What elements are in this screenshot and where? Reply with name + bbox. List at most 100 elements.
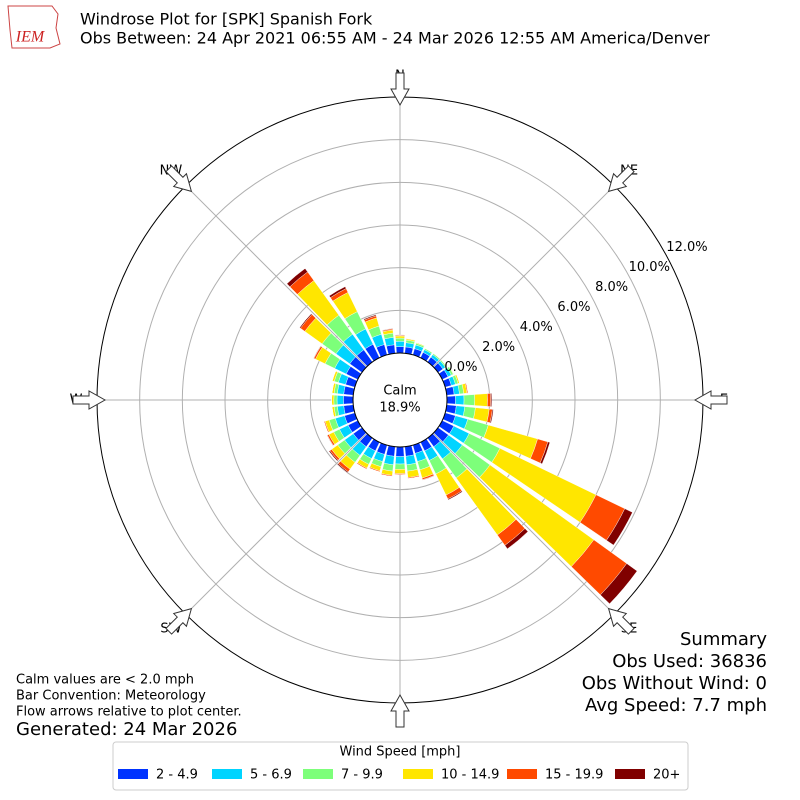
note-line: Calm values are < 2.0 mph	[16, 673, 194, 688]
legend-swatch	[212, 769, 242, 779]
flow-arrow	[607, 607, 635, 635]
note-line: Flow arrows relative to plot center.	[16, 705, 242, 720]
legend-label: 7 - 9.9	[341, 768, 383, 783]
flow-arrow-shape	[390, 72, 410, 107]
flow-arrow-shape	[693, 390, 728, 410]
bar-segment	[504, 528, 529, 550]
summary-line: Avg Speed: 7.7 mph	[585, 695, 767, 716]
logo-outline	[7, 5, 61, 49]
r-tick-label: 2.0%	[482, 340, 515, 355]
r-tick-label: 8.0%	[595, 280, 628, 295]
legend-label: 10 - 14.9	[441, 768, 499, 783]
r-tick-label: 6.0%	[557, 300, 590, 315]
bar-segment	[446, 395, 456, 405]
flow-arrow-shape	[165, 165, 193, 193]
legend-box	[112, 741, 689, 791]
flow-arrow	[693, 390, 728, 410]
bar-segment	[336, 395, 344, 405]
grid-spoke	[432, 185, 615, 368]
legend-label: 15 - 19.9	[545, 768, 603, 783]
logo-text: IEM	[15, 29, 46, 46]
flow-arrow-shape	[607, 165, 635, 193]
flow-arrow	[607, 165, 635, 193]
plot-area: Calm18.9%0.0%2.0%4.0%6.0%8.0%10.0%12.0%N…	[70, 69, 729, 732]
bar-segment	[333, 394, 338, 406]
r-tick-label: 10.0%	[629, 260, 670, 275]
bar-segment	[394, 463, 406, 470]
bar-segment	[395, 337, 405, 342]
bar-segment	[455, 395, 465, 405]
legend-swatch	[118, 769, 148, 779]
flow-arrow-shape	[72, 390, 107, 410]
bar-segment	[326, 434, 334, 446]
bar-segment	[369, 467, 380, 473]
logo: IEM	[7, 5, 61, 49]
bar-segment	[425, 347, 433, 353]
legend-label: 2 - 4.9	[156, 768, 198, 783]
grid-spoke	[432, 432, 615, 615]
bar-segment	[474, 393, 488, 407]
bar-segment	[343, 385, 355, 396]
bar-segment	[299, 313, 313, 329]
r-tick-label: 0.0%	[444, 360, 477, 375]
bar-segment	[395, 456, 405, 465]
bar-segment	[489, 409, 494, 424]
bar-segment	[600, 563, 638, 605]
summary-line: Obs Used: 36836	[612, 651, 767, 672]
bar-segment	[395, 341, 405, 347]
legend-swatch	[615, 769, 645, 779]
bar-segment	[445, 404, 457, 415]
r-tick-label: 4.0%	[520, 320, 553, 335]
flow-arrow	[72, 390, 107, 410]
bar-segment	[343, 395, 354, 405]
bar-segment	[343, 404, 355, 415]
calm-label: Calm	[383, 384, 416, 399]
flow-arrow	[165, 607, 193, 635]
bar-segment	[395, 335, 405, 339]
legend-title: Wind Speed [mph]	[340, 745, 461, 760]
bar-segment	[449, 366, 455, 375]
bar-segment	[356, 463, 367, 470]
bar-segment	[331, 394, 335, 406]
summary-line: Obs Without Wind: 0	[582, 673, 767, 694]
legend-label: 5 - 6.9	[250, 768, 292, 783]
grid-spoke	[185, 432, 368, 615]
flow-arrow	[165, 165, 193, 193]
chart-subtitle: Obs Between: 24 Apr 2021 06:55 AM - 24 M…	[80, 29, 710, 48]
legend-swatch	[303, 769, 333, 779]
bar-segment	[328, 450, 339, 462]
note-line: Bar Convention: Meteorology	[16, 689, 206, 704]
summary-line: Summary	[680, 629, 767, 650]
legend-swatch	[403, 769, 433, 779]
bar-segment	[462, 406, 476, 419]
flow-arrow-shape	[607, 607, 635, 635]
bar-segment	[395, 334, 405, 336]
bar-segment	[466, 383, 469, 394]
bar-segment	[382, 328, 393, 331]
bar-segment	[394, 468, 406, 474]
bar-segment	[487, 393, 491, 407]
bar-segment	[313, 345, 322, 359]
bar-segment	[416, 342, 425, 346]
bar-segment	[395, 446, 405, 457]
bar-segment	[395, 346, 405, 354]
bar-segment	[539, 441, 551, 465]
bar-segment	[385, 445, 396, 457]
bar-segment	[473, 407, 490, 423]
bar-segment	[331, 406, 334, 417]
legend-label: 20+	[653, 768, 680, 783]
legend-swatch	[507, 769, 537, 779]
bar-segment	[422, 475, 435, 481]
bar-segment	[447, 490, 463, 501]
bar-segment	[404, 445, 415, 457]
r-tick-label: 12.0%	[666, 240, 707, 255]
flow-arrow	[390, 72, 410, 107]
bar-segment	[490, 393, 492, 407]
chart-title: Windrose Plot for [SPK] Spanish Fork	[80, 10, 373, 29]
flow-arrow-shape	[165, 607, 193, 635]
grid-spoke	[185, 185, 368, 368]
bar-segment	[463, 394, 475, 406]
bar-segment	[328, 286, 347, 298]
bar-segment	[433, 353, 441, 359]
